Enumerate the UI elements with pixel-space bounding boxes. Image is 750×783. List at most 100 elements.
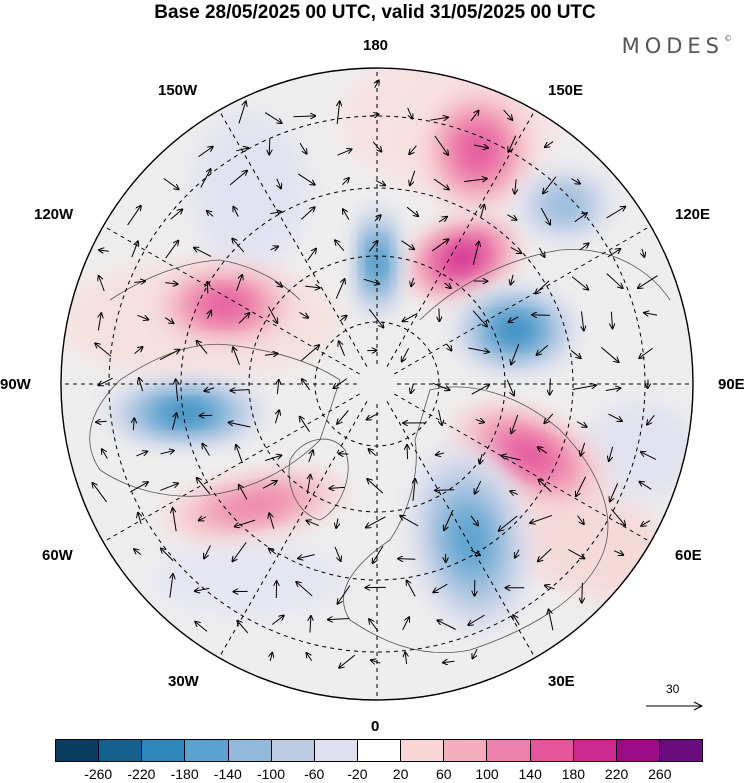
colorbar-tick-label: 140 xyxy=(518,766,542,782)
wind-vector xyxy=(131,241,138,258)
meridian-line xyxy=(386,401,538,662)
wind-vector xyxy=(444,282,451,288)
wind-vector xyxy=(269,138,270,154)
wind-vector xyxy=(537,344,549,355)
coastline-eurasia xyxy=(343,386,609,654)
wind-vector xyxy=(470,549,480,555)
wind-vector xyxy=(473,145,488,148)
wind-vector xyxy=(507,214,516,220)
wind-vector xyxy=(468,614,485,625)
wind-vector xyxy=(271,616,283,625)
lon-label-150w: 150W xyxy=(158,82,198,99)
colorbar-segment xyxy=(659,740,703,761)
wind-vector xyxy=(200,169,211,188)
wind-vector xyxy=(411,278,414,286)
wind-vector xyxy=(268,306,277,323)
wind-vector xyxy=(337,410,349,424)
wind-vector xyxy=(296,582,313,597)
wind-vector xyxy=(579,243,589,251)
wind-vector xyxy=(410,170,416,185)
wind-vector xyxy=(232,541,247,561)
wind-vector xyxy=(540,207,550,225)
wind-vector xyxy=(163,177,179,189)
wind-vector xyxy=(270,212,281,214)
colorbar-tick-label: -60 xyxy=(304,766,325,782)
wind-vector xyxy=(577,515,584,524)
colorbar-segment xyxy=(487,740,531,761)
wind-vector xyxy=(472,648,478,658)
lon-label-60w: 60W xyxy=(42,547,73,564)
wind-vector xyxy=(606,207,626,219)
wind-vector xyxy=(435,490,455,491)
wind-vector xyxy=(307,475,310,494)
wind-vector xyxy=(307,249,316,261)
wind-vector xyxy=(333,378,347,389)
wind-vector xyxy=(436,453,445,455)
wind-vector xyxy=(375,81,379,89)
wind-vector xyxy=(102,449,108,459)
wind-vector xyxy=(194,248,212,257)
wind-vector xyxy=(342,178,348,186)
wind-vector xyxy=(544,413,554,423)
colorbar-segment xyxy=(401,740,445,761)
meridian-line xyxy=(394,393,655,545)
wind-vector xyxy=(136,451,147,457)
wind-vector xyxy=(329,487,345,488)
wind-vector xyxy=(297,173,315,185)
lon-label-180: 180 xyxy=(363,37,389,54)
wind-vector xyxy=(472,310,487,327)
wind-vector xyxy=(481,205,485,218)
wind-vector xyxy=(407,580,416,597)
colorbar-segment xyxy=(99,740,143,761)
wind-vector xyxy=(503,109,513,120)
wind-vector xyxy=(264,354,278,356)
wind-vector xyxy=(369,449,377,456)
lon-label-90w: 90W xyxy=(0,376,31,393)
wind-vector xyxy=(530,514,553,523)
lon-label-0: 0 xyxy=(371,718,380,735)
wind-vector xyxy=(339,316,347,322)
wind-vector xyxy=(299,142,307,154)
wind-vector xyxy=(571,276,588,290)
wind-vector xyxy=(298,554,315,559)
colorbar-tick-label: -20 xyxy=(347,766,368,782)
wind-vector xyxy=(402,617,409,630)
wind-vector xyxy=(538,447,548,454)
anom-canada-negative xyxy=(162,404,208,422)
map-title: Base 28/05/2025 00 UTC, valid 31/05/2025… xyxy=(154,2,596,23)
anom-okhotsk-negative xyxy=(544,190,586,220)
reference-vector: 30 xyxy=(640,682,710,712)
wind-vector xyxy=(236,148,248,151)
wind-vector xyxy=(475,420,484,423)
wind-vector xyxy=(202,444,210,456)
wind-vector xyxy=(609,446,614,461)
wind-vector xyxy=(133,418,134,431)
wind-vector xyxy=(138,513,141,525)
wind-vector xyxy=(173,508,177,532)
wind-vector xyxy=(538,548,552,562)
lon-label-30w: 30W xyxy=(168,673,199,690)
wind-vector xyxy=(400,516,419,527)
wind-vector xyxy=(367,412,379,419)
wind-vector xyxy=(301,345,319,361)
wind-vector xyxy=(264,112,281,124)
wind-vector xyxy=(199,517,207,521)
wind-vector xyxy=(170,209,182,220)
wind-vector xyxy=(159,350,179,361)
wind-vector xyxy=(409,145,417,155)
wind-vector xyxy=(581,311,583,330)
lon-label-60e: 60E xyxy=(675,547,702,564)
wind-vector xyxy=(96,421,107,422)
reference-vector-label: 30 xyxy=(666,682,680,696)
anom-arctic-negative xyxy=(371,246,383,278)
lon-label-90e: 90E xyxy=(718,376,745,393)
wind-vector xyxy=(432,382,449,390)
wind-vector xyxy=(501,456,521,461)
wind-vector xyxy=(401,240,415,250)
wind-vector xyxy=(515,549,519,558)
wind-vector xyxy=(195,622,208,632)
wind-vector xyxy=(468,347,489,352)
wind-vector xyxy=(413,479,415,501)
wind-vector xyxy=(198,147,212,158)
